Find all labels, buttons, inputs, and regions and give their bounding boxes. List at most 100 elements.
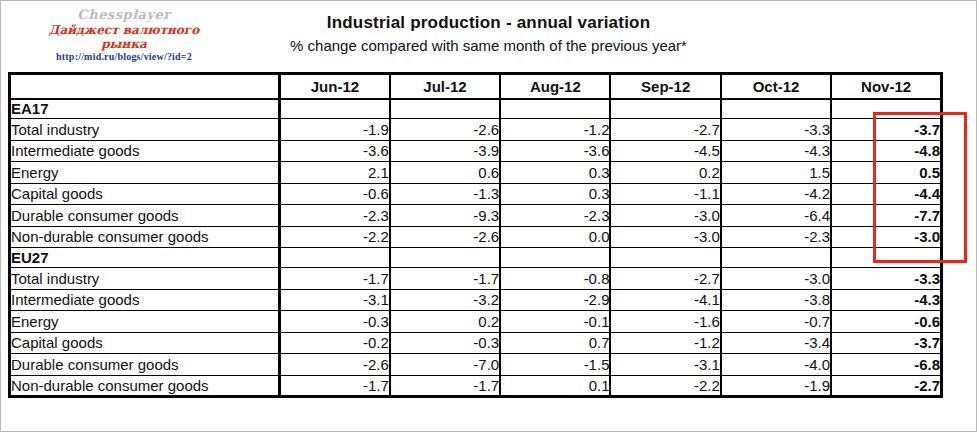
value-cell: -3.0: [721, 268, 831, 290]
value-cell: -1.2: [500, 119, 610, 141]
column-header-oct: Oct-12: [721, 74, 831, 99]
empty-header-cell: [10, 74, 280, 99]
column-header-sep: Sep-12: [610, 74, 720, 99]
table-row: Capital goods -0.2 -0.3 0.7 -1.2 -3.4 -3…: [10, 332, 942, 354]
row-label: Intermediate goods: [10, 140, 280, 162]
value-cell: -1.3: [390, 183, 500, 205]
row-label: Non-durable consumer goods: [10, 226, 280, 248]
row-label: Capital goods: [10, 183, 280, 205]
value-cell: -0.3: [390, 332, 500, 354]
value-cell: 2.1: [280, 162, 390, 184]
value-cell: -4.0: [721, 354, 831, 376]
value-cell: -3.1: [280, 289, 390, 311]
table-row: Capital goods -0.6 -1.3 0.3 -1.1 -4.2 -4…: [10, 183, 942, 205]
value-cell: -1.7: [280, 375, 390, 397]
value-cell-highlighted: -3.7: [831, 119, 941, 141]
table-row: Non-durable consumer goods -2.2 -2.6 0.0…: [10, 226, 942, 248]
value-cell-highlighted: -4.4: [831, 183, 941, 205]
value-cell: -0.8: [500, 268, 610, 290]
section-label: EA17: [10, 99, 280, 119]
value-cell: -3.4: [721, 332, 831, 354]
value-cell: 0.0: [500, 226, 610, 248]
table-row: Non-durable consumer goods -1.7 -1.7 0.1…: [10, 375, 942, 397]
table-row: Intermediate goods -3.6 -3.9 -3.6 -4.5 -…: [10, 140, 942, 162]
table-row: Total industry -1.9 -2.6 -1.2 -2.7 -3.3 …: [10, 119, 942, 141]
value-cell: -0.6: [280, 183, 390, 205]
value-cell: -3.3: [721, 119, 831, 141]
value-cell: 0.3: [500, 162, 610, 184]
value-cell: 1.5: [721, 162, 831, 184]
row-label: Capital goods: [10, 332, 280, 354]
value-cell: -4.3: [831, 289, 941, 311]
value-cell: -1.2: [610, 332, 720, 354]
value-cell: -1.9: [280, 119, 390, 141]
value-cell: -2.3: [280, 205, 390, 227]
value-cell: -2.6: [390, 119, 500, 141]
value-cell: -0.7: [721, 311, 831, 333]
value-cell: -2.9: [500, 289, 610, 311]
page-title: Industrial production - annual variation: [0, 13, 977, 33]
value-cell: -4.2: [721, 183, 831, 205]
value-cell: -6.4: [721, 205, 831, 227]
value-cell: -1.7: [390, 268, 500, 290]
value-cell: -3.9: [390, 140, 500, 162]
value-cell: -1.7: [280, 268, 390, 290]
value-cell: -2.3: [500, 205, 610, 227]
value-cell: 0.2: [610, 162, 720, 184]
table-row: Durable consumer goods -2.6 -7.0 -1.5 -3…: [10, 354, 942, 376]
value-cell: -2.3: [721, 226, 831, 248]
value-cell: -0.3: [280, 311, 390, 333]
value-cell: -3.0: [610, 226, 720, 248]
value-cell-highlighted: -7.7: [831, 205, 941, 227]
value-cell: -3.7: [831, 332, 941, 354]
table-row: Total industry -1.7 -1.7 -0.8 -2.7 -3.0 …: [10, 268, 942, 290]
row-label: Durable consumer goods: [10, 354, 280, 376]
value-cell: -2.2: [610, 375, 720, 397]
value-cell: -3.2: [390, 289, 500, 311]
row-label: Energy: [10, 311, 280, 333]
table-row: Intermediate goods -3.1 -3.2 -2.9 -4.1 -…: [10, 289, 942, 311]
value-cell: -4.5: [610, 140, 720, 162]
value-cell: -1.6: [610, 311, 720, 333]
value-cell: 0.2: [390, 311, 500, 333]
value-cell: -6.8: [831, 354, 941, 376]
value-cell: -2.6: [280, 354, 390, 376]
row-label: Total industry: [10, 268, 280, 290]
row-label: Non-durable consumer goods: [10, 375, 280, 397]
table-row: Energy 2.1 0.6 0.3 0.2 1.5 0.5: [10, 162, 942, 184]
page: Chessplayer Дайджест валютного рынка htt…: [0, 0, 977, 432]
value-cell: -2.2: [280, 226, 390, 248]
column-header-jun: Jun-12: [280, 74, 390, 99]
value-cell: -3.3: [831, 268, 941, 290]
value-cell: -1.5: [500, 354, 610, 376]
data-table: Jun-12 Jul-12 Aug-12 Sep-12 Oct-12 Nov-1…: [8, 72, 943, 398]
row-label: Durable consumer goods: [10, 205, 280, 227]
table-header-row: Jun-12 Jul-12 Aug-12 Sep-12 Oct-12 Nov-1…: [10, 74, 942, 99]
value-cell: -2.7: [610, 268, 720, 290]
value-cell-highlighted: -3.0: [831, 226, 941, 248]
title-block: Industrial production - annual variation…: [0, 13, 977, 54]
value-cell: -4.1: [610, 289, 720, 311]
section-row-eu27: EU27: [10, 248, 942, 268]
value-cell: -0.2: [280, 332, 390, 354]
value-cell: -1.1: [610, 183, 720, 205]
value-cell: -0.6: [831, 311, 941, 333]
section-label: EU27: [10, 248, 280, 268]
value-cell: -3.6: [500, 140, 610, 162]
value-cell: -3.8: [721, 289, 831, 311]
value-cell: -3.0: [610, 205, 720, 227]
page-subtitle: % change compared with same month of the…: [0, 37, 977, 54]
value-cell: 0.3: [500, 183, 610, 205]
value-cell: -2.6: [390, 226, 500, 248]
value-cell: -9.3: [390, 205, 500, 227]
table-row: Durable consumer goods -2.3 -9.3 -2.3 -3…: [10, 205, 942, 227]
value-cell: -7.0: [390, 354, 500, 376]
row-label: Total industry: [10, 119, 280, 141]
column-header-aug: Aug-12: [500, 74, 610, 99]
value-cell: -0.1: [500, 311, 610, 333]
value-cell: 0.7: [500, 332, 610, 354]
section-row-ea17: EA17: [10, 99, 942, 119]
value-cell-highlighted: 0.5: [831, 162, 941, 184]
value-cell: -3.6: [280, 140, 390, 162]
value-cell: -2.7: [610, 119, 720, 141]
